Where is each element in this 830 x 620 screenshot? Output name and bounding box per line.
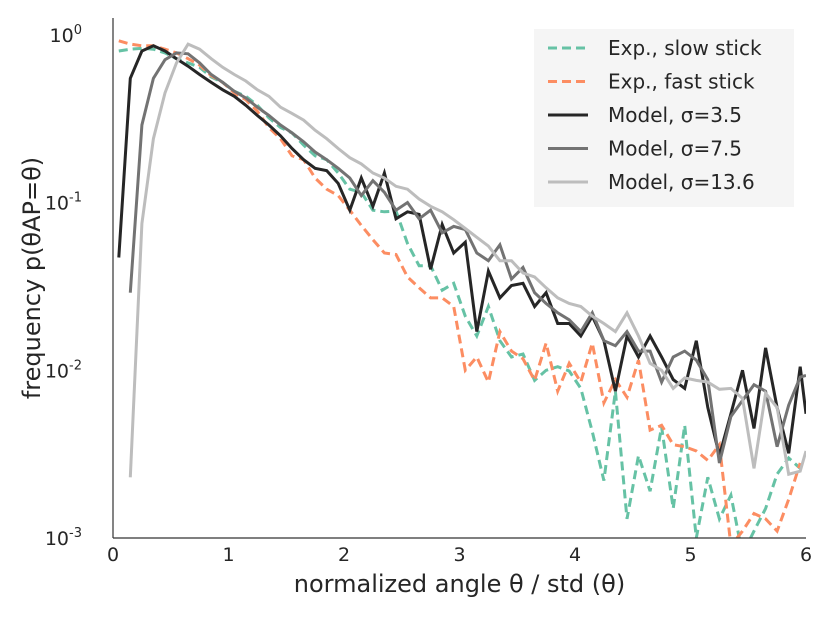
legend-label-1: Exp., slow stick: [608, 36, 762, 60]
y-axis-title: frequency p(θAP=θ): [18, 157, 46, 399]
legend-label-2: Exp., fast stick: [608, 70, 755, 94]
x-tick-label: 4: [569, 544, 581, 566]
series-line-3: [117, 44, 806, 456]
x-tick-label: 2: [338, 544, 350, 566]
legend-label-5: Model, σ=13.6: [608, 170, 755, 194]
legend-box: [534, 29, 794, 207]
series-line-5: [128, 42, 806, 478]
legend: Exp., slow stick Exp., fast stick Model, σ…: [534, 29, 794, 207]
x-tick-label: 3: [453, 544, 465, 566]
x-tick-label: 5: [684, 544, 696, 566]
legend-label-3: Model, σ=3.5: [608, 103, 742, 127]
series-line-4: [128, 51, 806, 464]
x-axis-title: normalized angle θ / std (θ): [294, 570, 625, 598]
x-tick-label: 6: [800, 544, 812, 566]
legend-label-4: Model, σ=7.5: [608, 137, 742, 161]
y-tick-label: 10-1: [45, 191, 82, 215]
y-tick-label: 100: [50, 23, 82, 47]
series-line-1: [118, 46, 802, 538]
x-tick-label: 1: [222, 544, 234, 566]
plot-area: [117, 39, 806, 538]
x-tick-label: 0: [107, 544, 119, 566]
y-tick-label: 10-3: [45, 526, 82, 550]
y-tick-label: 10-2: [45, 358, 82, 382]
